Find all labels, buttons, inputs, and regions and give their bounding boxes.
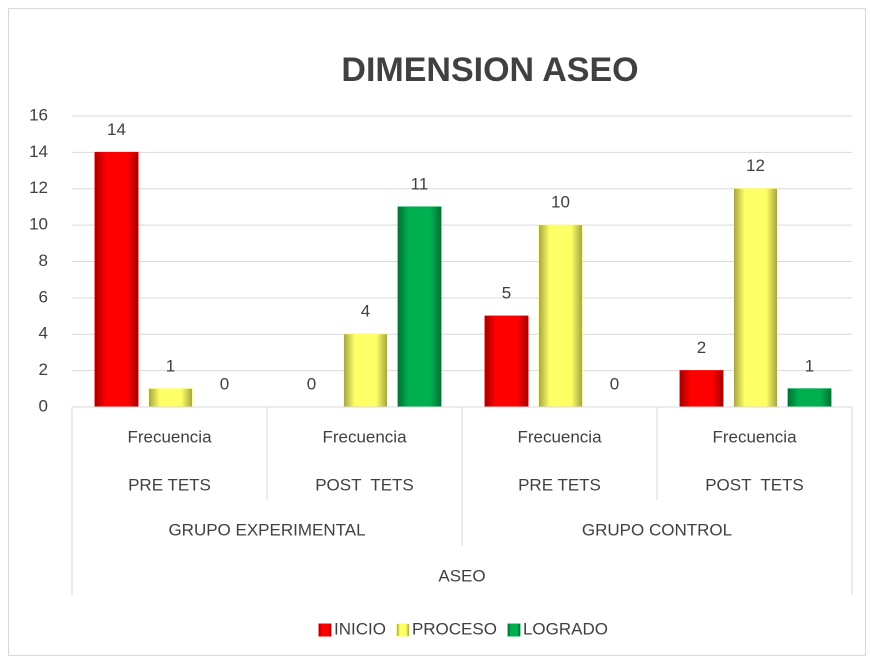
x-group-label: GRUPO CONTROL [582, 520, 732, 539]
chart-title: DIMENSION ASEO [341, 51, 638, 89]
data-label: 1 [805, 356, 814, 375]
legend-label: PROCESO [412, 619, 497, 638]
bar-shade [398, 206, 441, 407]
data-label: 10 [551, 193, 570, 212]
y-tick-label: 12 [29, 178, 48, 197]
legend-swatch-shade [507, 624, 520, 636]
data-label: 0 [220, 374, 229, 393]
data-label: 14 [107, 120, 126, 139]
data-label: 11 [411, 174, 429, 193]
x-tick-label: Frecuencia [517, 427, 602, 446]
y-tick-label: 2 [39, 360, 48, 379]
data-label: 1 [166, 356, 175, 375]
x-supergroup-label: ASEO [438, 566, 485, 585]
bar-shade [344, 334, 387, 407]
data-label: 5 [502, 284, 511, 303]
data-label: 0 [610, 374, 619, 393]
y-tick-label: 16 [29, 105, 48, 124]
bar-shade [788, 388, 831, 407]
data-label: 4 [361, 302, 370, 321]
x-subgroup-label: PRE TETS [128, 475, 211, 494]
x-tick-label: Frecuencia [127, 427, 212, 446]
y-tick-label: 6 [39, 287, 48, 306]
legend-label: LOGRADO [523, 619, 608, 638]
y-tick-label: 4 [39, 324, 48, 343]
x-subgroup-label: PRE TETS [518, 475, 601, 494]
data-label: 0 [307, 374, 316, 393]
bar-shade [680, 370, 723, 407]
y-tick-label: 10 [29, 215, 48, 234]
legend-swatch-shade [396, 624, 409, 636]
x-tick-label: Frecuencia [322, 427, 407, 446]
bar-shade [149, 388, 192, 407]
data-label: 12 [746, 156, 765, 175]
y-tick-label: 14 [29, 142, 48, 161]
y-tick-label: 8 [39, 251, 48, 270]
x-tick-label: Frecuencia [712, 427, 797, 446]
bar-shade [734, 188, 777, 407]
bar-shade [95, 152, 138, 407]
legend-swatch-shade [318, 624, 331, 636]
bar-shade [539, 225, 582, 407]
data-label: 2 [697, 338, 706, 357]
x-group-label: GRUPO EXPERIMENTAL [168, 520, 365, 539]
legend-label: INICIO [334, 619, 386, 638]
bar-shade [485, 316, 528, 407]
x-subgroup-label: POST TETS [315, 475, 414, 494]
y-tick-label: 0 [39, 396, 48, 415]
x-subgroup-label: POST TETS [705, 475, 804, 494]
